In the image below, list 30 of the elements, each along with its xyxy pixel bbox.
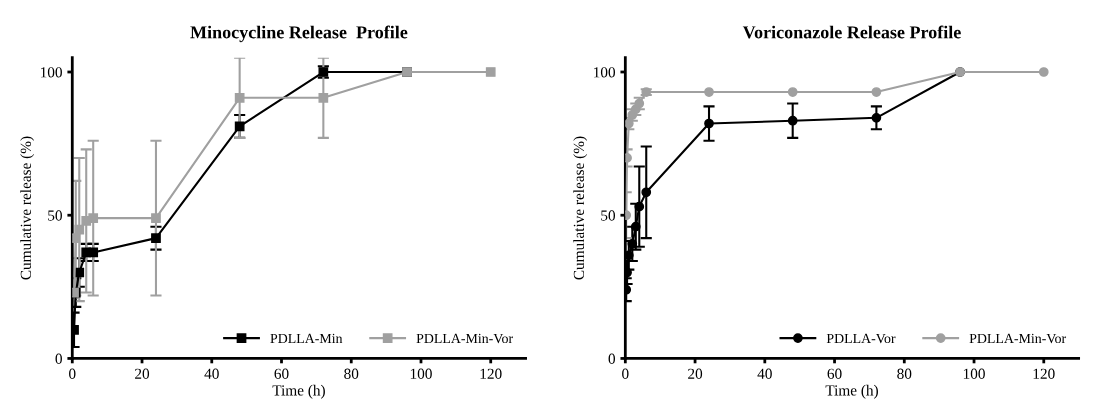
legend-label: PDLLA-Min-Vor [969,333,1067,344]
x-tick-label: 100 [410,368,432,379]
chart-title: Voriconazole Release Profile [742,25,961,39]
x-tick-label: 60 [827,368,842,379]
x-axis-title: Time (h) [272,384,325,399]
x-tick-label: 120 [1033,368,1055,379]
legend-label: PDLLA-Min-Vor [416,333,513,344]
y-tick-label: 0 [608,353,616,364]
y-axis-title: Cumulative release (%) [20,136,35,280]
x-tick-label: 20 [135,368,150,379]
x-tick-label: 100 [963,368,985,379]
legend-label: PDLLA-Vor [826,333,896,344]
x-tick-label: 60 [274,368,289,379]
y-tick-label: 50 [601,210,616,221]
y-tick-label: 0 [55,353,62,364]
x-tick-label: 80 [344,368,359,379]
x-tick-label: 40 [757,368,772,379]
x-axis-title: Time (h) [825,384,878,399]
x-tick-label: 0 [622,368,629,379]
y-tick-label: 100 [594,67,616,78]
x-tick-label: 120 [480,368,502,379]
legend-label: PDLLA-Min [270,333,343,344]
x-tick-label: 20 [688,368,703,379]
y-tick-label: 50 [48,210,62,221]
chart-title: Minocycline Release Profile [190,25,408,43]
x-tick-label: 40 [204,368,219,379]
x-tick-label: 0 [69,368,76,379]
x-tick-label: 80 [897,368,912,379]
y-axis-title: Cumulative release (%) [573,136,588,280]
y-tick-label: 100 [40,67,62,78]
